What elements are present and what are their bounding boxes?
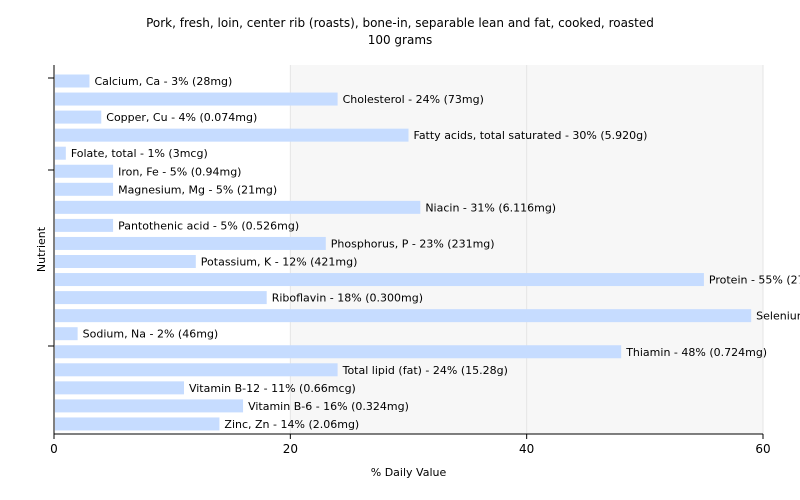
bar [55, 381, 184, 395]
y-axis-title: Nutrient [35, 226, 48, 272]
bar [55, 92, 338, 106]
x-tick-label: 40 [519, 442, 534, 456]
bar-label: Folate, total - 1% (3mcg) [71, 147, 208, 160]
x-tick-label: 0 [50, 442, 58, 456]
bar [55, 128, 409, 142]
bar [55, 255, 196, 268]
bar [55, 327, 78, 341]
bar [55, 309, 752, 323]
x-axis-title: % Daily Value [371, 466, 447, 479]
bar-label: Pantothenic acid - 5% (0.526mg) [118, 219, 299, 232]
bar-label: Fatty acids, total saturated - 30% (5.92… [414, 129, 648, 142]
bar-label: Cholesterol - 24% (73mg) [343, 93, 484, 106]
bar [55, 182, 114, 196]
bar-label: Iron, Fe - 5% (0.94mg) [118, 165, 241, 178]
bar-label: Zinc, Zn - 14% (2.06mg) [224, 418, 359, 431]
bar-label: Magnesium, Mg - 5% (21mg) [118, 183, 277, 196]
bar-label: Sodium, Na - 2% (46mg) [83, 328, 219, 341]
bar [55, 110, 102, 124]
bar-label: Potassium, K - 12% (421mg) [201, 256, 358, 269]
bar [55, 164, 114, 178]
bar-label: Total lipid (fat) - 24% (15.28g) [342, 364, 508, 377]
bar-label: Selenium, Se - 59% (41.0mcg) [756, 310, 800, 323]
chart-title: Pork, fresh, loin, center rib (roasts), … [146, 16, 654, 30]
bar [55, 273, 704, 287]
bar [55, 399, 244, 413]
bar-label: Copper, Cu - 4% (0.074mg) [106, 111, 257, 124]
bar [55, 363, 338, 377]
chart-subtitle: 100 grams [367, 33, 433, 47]
bar-label: Calcium, Ca - 3% (28mg) [94, 75, 232, 88]
bar-label: Protein - 55% (27.43g) [709, 274, 800, 287]
bar-label: Riboflavin - 18% (0.300mg) [272, 292, 423, 305]
bar-label: Vitamin B-6 - 16% (0.324mg) [248, 400, 409, 413]
bar [55, 74, 90, 88]
x-tick-label: 20 [283, 442, 298, 456]
bar [55, 345, 622, 359]
bar [55, 417, 220, 431]
bar [55, 218, 114, 232]
bar [55, 200, 421, 214]
bar [55, 236, 326, 250]
bar [55, 291, 267, 305]
bar-label: Vitamin B-12 - 11% (0.66mcg) [189, 382, 356, 395]
bar-label: Phosphorus, P - 23% (231mg) [331, 237, 495, 250]
bar [55, 146, 66, 160]
bar-label: Thiamin - 48% (0.724mg) [625, 346, 767, 359]
bar-label: Niacin - 31% (6.116mg) [425, 201, 556, 214]
x-tick-label: 60 [755, 442, 770, 456]
